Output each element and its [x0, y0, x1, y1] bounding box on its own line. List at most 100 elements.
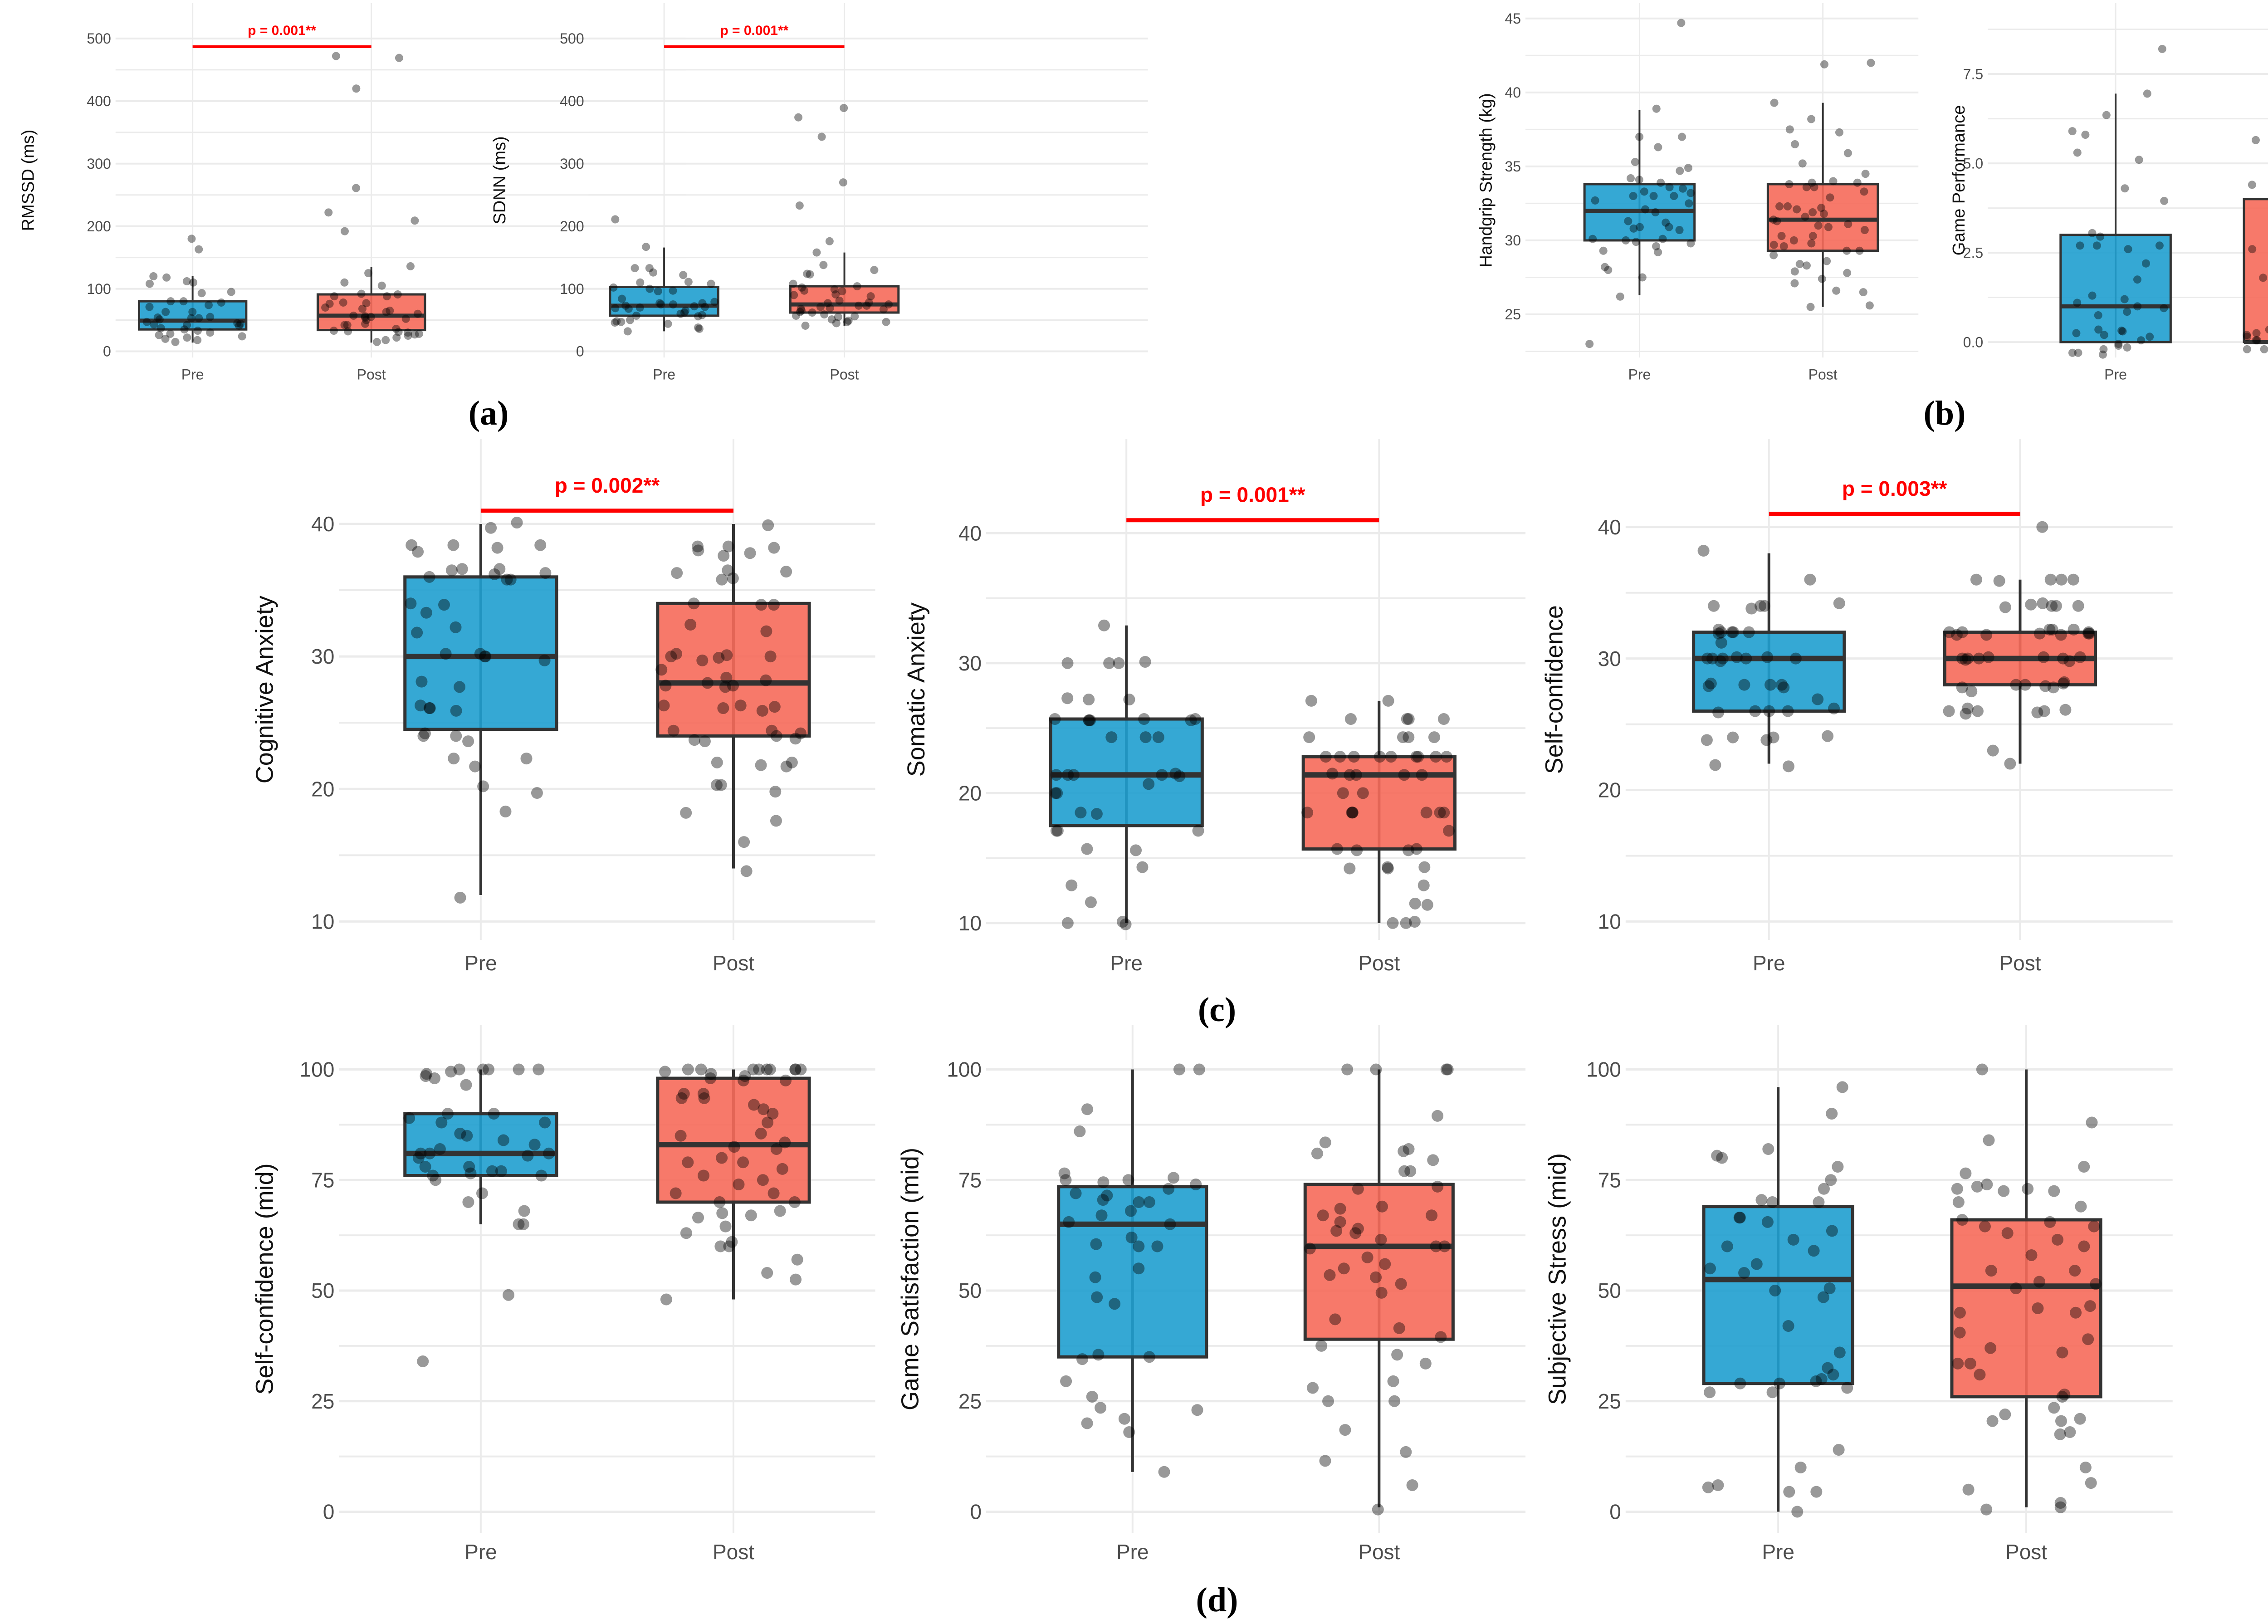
data-point — [1125, 1205, 1137, 1217]
data-point — [1712, 627, 1725, 640]
data-point — [429, 1072, 441, 1085]
data-point — [1629, 192, 1637, 201]
data-point — [1427, 1154, 1439, 1166]
data-point — [1855, 246, 1864, 255]
data-point — [655, 299, 664, 308]
data-point — [1317, 1209, 1329, 1222]
data-point — [2046, 623, 2058, 636]
data-point — [494, 563, 506, 575]
data-point — [411, 216, 419, 225]
data-point — [790, 1273, 802, 1286]
data-point — [870, 266, 879, 274]
data-point — [2004, 758, 2016, 770]
y-tick-label: 0.0 — [1963, 334, 1983, 350]
data-point — [1061, 657, 1074, 669]
data-point — [1376, 1200, 1388, 1213]
data-point — [1789, 652, 1802, 665]
data-point — [797, 283, 806, 292]
data-point — [2088, 229, 2097, 237]
y-tick-label: 0 — [1609, 1500, 1621, 1524]
data-point — [193, 336, 202, 344]
data-point — [2038, 651, 2050, 663]
data-point — [660, 680, 672, 692]
chart-self-confidence: 10 20 30 40 Pre Post Self-confidence p = 0.003*… — [1541, 439, 2173, 975]
data-point — [2022, 1183, 2034, 1195]
data-point — [145, 303, 154, 311]
data-point — [461, 1130, 473, 1142]
data-point — [2074, 1413, 2086, 1425]
data-point — [738, 1074, 750, 1086]
box-iqr — [1303, 1183, 1455, 1341]
data-point — [469, 760, 481, 773]
data-point — [717, 702, 729, 714]
data-point — [161, 334, 170, 343]
data-point — [479, 651, 492, 663]
data-point — [1808, 178, 1816, 187]
x-tick-label: Post — [830, 367, 859, 383]
data-point — [1341, 1063, 1354, 1076]
data-point — [694, 312, 702, 321]
data-point — [1143, 1351, 1155, 1363]
data-point — [1410, 751, 1422, 763]
chart-rmssd: 0 100 200 300 400 500 Pre Post RMSSD (ms) p = 0.0… — [19, 3, 686, 383]
box-post — [1950, 1063, 2102, 1516]
data-point — [1138, 713, 1150, 725]
data-point — [2058, 1389, 2071, 1401]
data-point — [665, 651, 677, 663]
data-point — [1163, 1183, 1175, 1195]
data-point — [2068, 127, 2077, 136]
box-iqr — [403, 575, 558, 731]
data-point — [808, 308, 816, 317]
x-tick-label: Pre — [181, 367, 204, 383]
data-point — [1403, 731, 1415, 744]
data-point — [2243, 333, 2251, 341]
data-point — [760, 674, 772, 686]
data-point — [1403, 713, 1415, 725]
data-point — [817, 132, 826, 141]
y-tick-label: 30 — [1598, 647, 1621, 670]
data-point — [2057, 677, 2069, 690]
y-tick-label: 100 — [300, 1058, 335, 1081]
data-point — [486, 1165, 498, 1177]
data-point — [1766, 1386, 1779, 1399]
data-point — [1982, 651, 1994, 663]
y-tick-label: 30 — [1505, 232, 1521, 249]
data-point — [1979, 1220, 1991, 1233]
data-point — [748, 1099, 760, 1111]
data-point — [1105, 731, 1118, 744]
y-tick-label: 40 — [311, 512, 334, 536]
x-tick-label: Pre — [1628, 367, 1651, 383]
data-point — [623, 327, 632, 336]
data-point — [696, 654, 709, 666]
data-point — [776, 1163, 788, 1175]
data-point — [358, 304, 367, 313]
data-point — [1716, 652, 1729, 665]
data-point — [695, 1063, 707, 1076]
y-axis-title: Game Performance — [1950, 105, 1969, 256]
y-axis-title: Subjective Stress (mid) — [1544, 1153, 1571, 1405]
data-point — [1060, 1174, 1072, 1186]
box-post — [1301, 695, 1457, 929]
data-point — [796, 308, 804, 316]
data-point — [1190, 1179, 1202, 1191]
data-point — [2146, 333, 2154, 341]
data-point — [1398, 1145, 1410, 1157]
data-point — [1388, 1395, 1401, 1407]
data-point — [1813, 1196, 1825, 1208]
data-point — [415, 1147, 427, 1159]
data-point — [762, 519, 774, 531]
y-tick-label: 500 — [560, 30, 584, 47]
data-point — [339, 298, 347, 307]
data-point — [704, 1072, 717, 1085]
data-point — [1675, 226, 1684, 235]
data-point — [501, 573, 513, 586]
data-point — [227, 288, 235, 296]
data-point — [1635, 176, 1643, 184]
data-point — [1372, 1503, 1384, 1516]
data-point — [2082, 626, 2095, 638]
data-point — [1859, 288, 1867, 297]
data-point — [1430, 1240, 1442, 1252]
data-point — [611, 304, 620, 313]
data-point — [1774, 1377, 1786, 1389]
data-point — [386, 306, 394, 315]
